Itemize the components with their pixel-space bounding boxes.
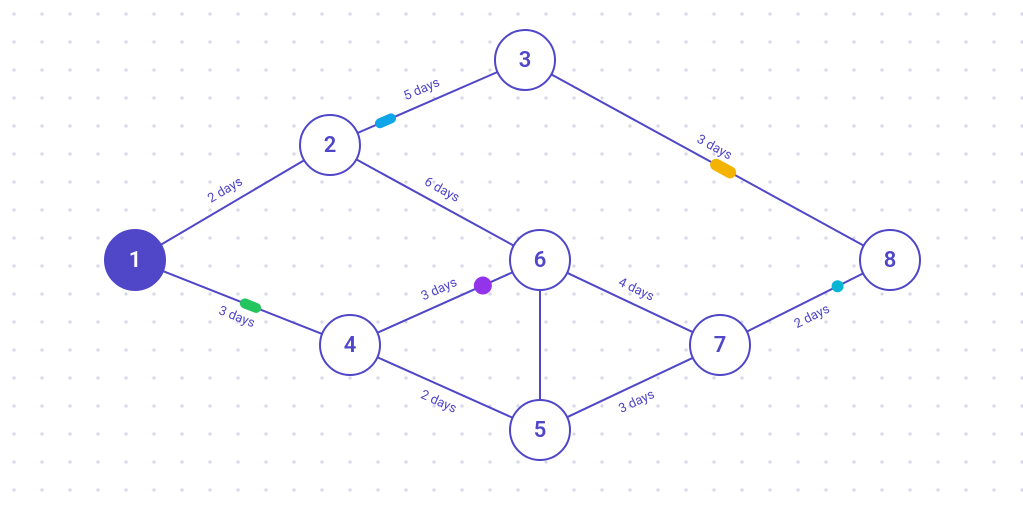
- network-diagram: 2 days5 days3 days6 days3 days3 days2 da…: [0, 0, 1023, 512]
- node-4: 4: [320, 315, 380, 375]
- node-7: 7: [690, 315, 750, 375]
- node-label-4: 4: [344, 333, 357, 358]
- node-label-8: 8: [884, 248, 897, 273]
- node-5: 5: [510, 400, 570, 460]
- node-6: 6: [510, 230, 570, 290]
- node-label-5: 5: [534, 418, 547, 443]
- node-label-7: 7: [714, 333, 727, 358]
- node-label-2: 2: [324, 133, 337, 158]
- node-1: 1: [105, 230, 165, 290]
- marker-4: [832, 280, 844, 292]
- node-3: 3: [495, 30, 555, 90]
- node-label-6: 6: [534, 248, 547, 273]
- node-label-3: 3: [519, 48, 532, 73]
- marker-2: [474, 277, 492, 295]
- node-2: 2: [300, 115, 360, 175]
- node-label-1: 1: [129, 248, 142, 273]
- node-8: 8: [860, 230, 920, 290]
